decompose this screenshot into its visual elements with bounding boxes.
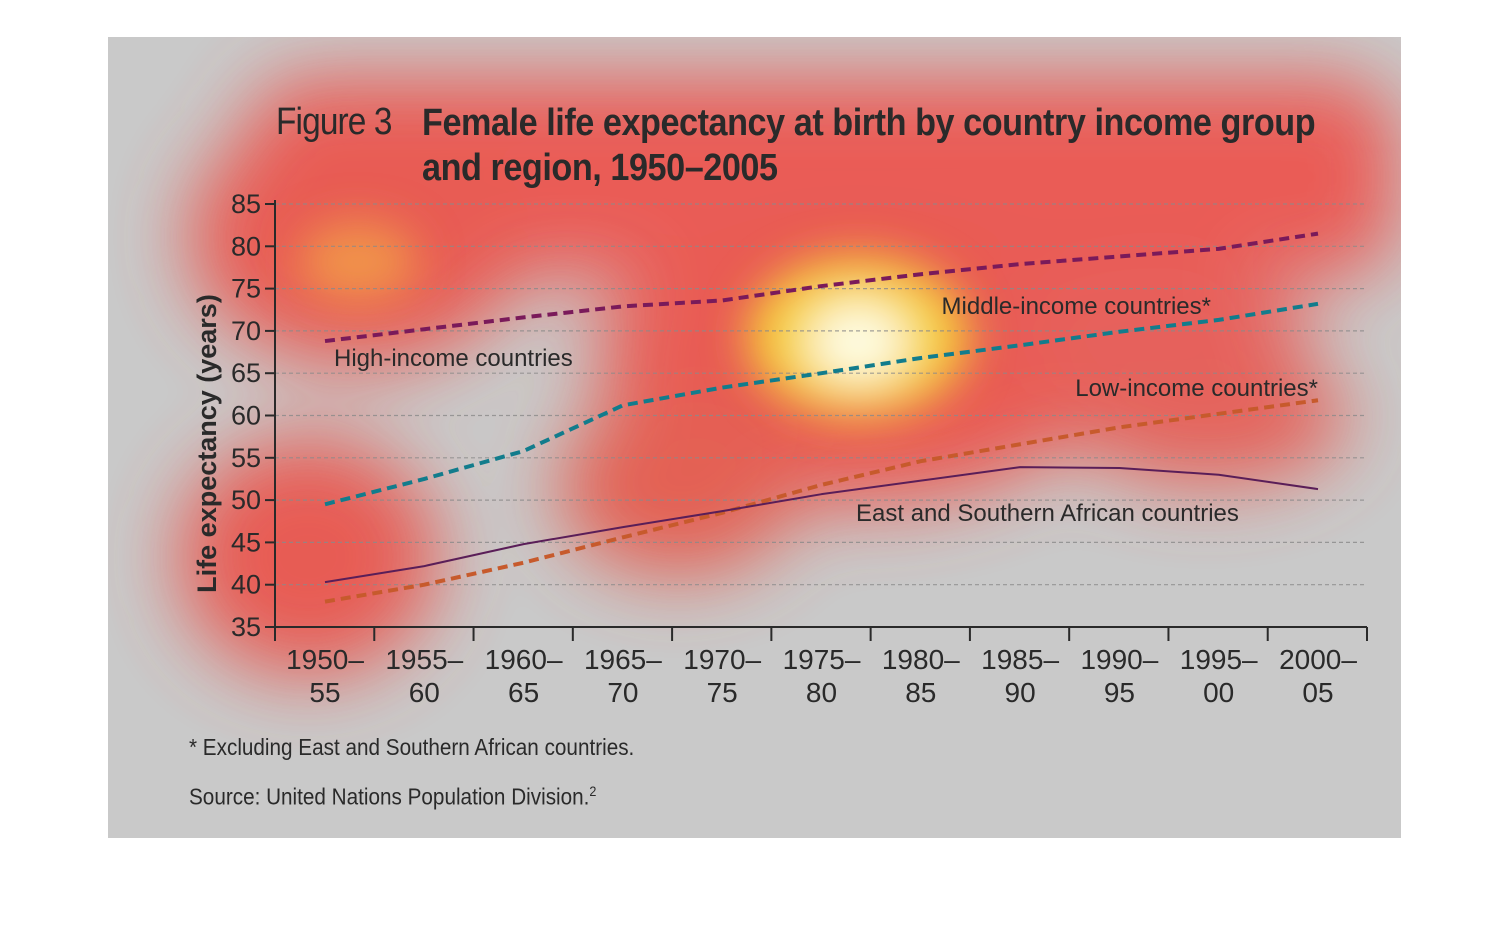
line-chart: 35 40 45 50 55 60 65 70 75 80 85 Life expectancy (y… [192,189,1368,708]
x-tick-label-line1: 1955– [385,644,463,675]
y-tick-label-60: 60 [231,401,261,431]
series-label-0: High-income countries [334,345,573,372]
x-tick-label-line2: 95 [1104,677,1135,708]
y-tick-label-70: 70 [231,316,261,346]
y-tick-label-50: 50 [231,485,261,515]
x-tick-label-line2: 80 [806,677,837,708]
x-tick-label-line2: 65 [508,677,539,708]
series-label-3: East and Southern African countries [856,500,1239,527]
x-tick-label-line1: 1985– [981,644,1059,675]
y-tick-label-75: 75 [231,274,261,304]
x-tick-label-line2: 55 [309,677,340,708]
source-text: Source: United Nations Population Divisi… [189,783,590,810]
x-tick-label-line2: 05 [1302,677,1333,708]
x-tick-label-line1: 1980– [882,644,960,675]
series-label-2: Low-income countries* [1075,375,1318,402]
x-tick-label-line1: 1965– [584,644,662,675]
x-tick-label-line1: 2000– [1279,644,1357,675]
y-tick-label-45: 45 [231,527,261,557]
series-line-1 [324,301,1319,507]
figure-title: Female life expectancy at birth by count… [422,102,1316,189]
x-tick-label-line2: 70 [607,677,638,708]
footnote: * Excluding East and Southern African co… [189,734,635,760]
series-label-1: Middle-income countries* [942,293,1211,320]
x-tick-label-line2: 90 [1005,677,1036,708]
x-tick-label-line2: 85 [905,677,936,708]
y-tick-label-40: 40 [231,570,261,600]
x-tick-label-line2: 75 [707,677,738,708]
x-tick-label-line1: 1975– [783,644,861,675]
x-tick-label-line1: 1995– [1180,644,1258,675]
y-tick-label-65: 65 [231,358,261,388]
y-tick-label-35: 35 [231,612,261,642]
figure-panel: Figure 3 Female life expectancy at birth… [108,37,1401,838]
x-tick-label-line1: 1960– [485,644,563,675]
x-tick-label-line1: 1970– [683,644,761,675]
y-tick-label-80: 80 [231,231,261,261]
x-tick-label-line1: 1990– [1080,644,1158,675]
x-tick-label-line1: 1950– [286,644,364,675]
source-note: Source: United Nations Population Divisi… [189,783,596,811]
x-tick-label-line2: 60 [409,677,440,708]
source-reference: 2 [589,783,597,799]
series-line-2 [324,398,1319,604]
y-tick-label-55: 55 [231,443,261,473]
figure-label: Figure 3 [276,101,393,143]
y-axis-label: Life expectancy (years) [192,294,222,593]
x-tick-label-line2: 00 [1203,677,1234,708]
y-tick-label-85: 85 [231,189,261,219]
